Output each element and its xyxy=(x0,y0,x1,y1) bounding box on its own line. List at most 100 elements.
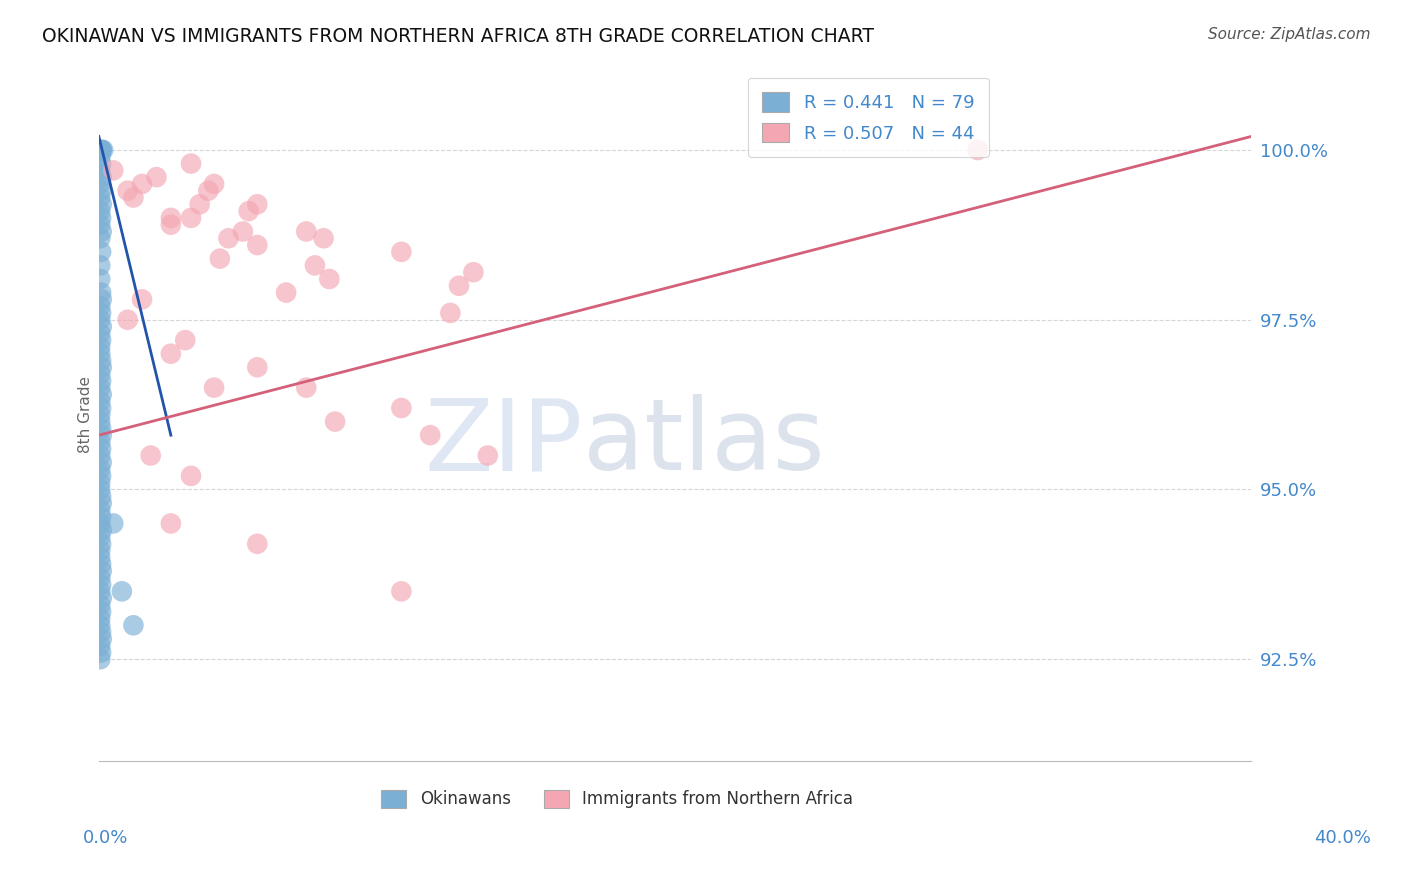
Point xyxy=(246,360,269,375)
Point xyxy=(89,312,111,326)
Point xyxy=(89,475,111,490)
Text: Source: ZipAtlas.com: Source: ZipAtlas.com xyxy=(1208,27,1371,42)
Point xyxy=(389,244,412,259)
Point xyxy=(145,170,167,185)
Point xyxy=(90,170,112,185)
Legend: Okinawans, Immigrants from Northern Africa: Okinawans, Immigrants from Northern Afri… xyxy=(375,783,860,815)
Point xyxy=(295,381,318,395)
Point xyxy=(439,306,461,320)
Text: atlas: atlas xyxy=(583,394,824,491)
Point xyxy=(160,218,183,232)
Point xyxy=(202,177,225,191)
Point xyxy=(89,367,111,381)
Point xyxy=(90,293,112,307)
Point xyxy=(89,598,111,612)
Point xyxy=(90,509,112,524)
Point xyxy=(89,639,111,653)
Point xyxy=(89,550,111,565)
Point xyxy=(89,272,111,286)
Point xyxy=(197,184,219,198)
Point xyxy=(90,632,112,646)
Point xyxy=(160,211,183,225)
Point xyxy=(232,225,254,239)
Point xyxy=(180,156,202,170)
Point xyxy=(90,537,112,551)
Point xyxy=(90,496,112,510)
Point xyxy=(89,204,111,219)
Point xyxy=(90,319,112,334)
Text: ZIP: ZIP xyxy=(425,394,583,491)
Point xyxy=(89,618,111,632)
Point xyxy=(90,591,112,606)
Point xyxy=(103,516,125,531)
Point xyxy=(131,177,153,191)
Point xyxy=(90,557,112,571)
Point xyxy=(389,584,412,599)
Point xyxy=(208,252,231,266)
Point xyxy=(89,143,111,157)
Point xyxy=(90,143,112,157)
Point xyxy=(246,197,269,211)
Point xyxy=(89,543,111,558)
Point xyxy=(90,625,112,640)
Point xyxy=(89,163,111,178)
Point xyxy=(238,204,260,219)
Point xyxy=(90,353,112,368)
Point xyxy=(90,428,112,442)
Point xyxy=(463,265,485,279)
Text: OKINAWAN VS IMMIGRANTS FROM NORTHERN AFRICA 8TH GRADE CORRELATION CHART: OKINAWAN VS IMMIGRANTS FROM NORTHERN AFR… xyxy=(42,27,875,45)
Point xyxy=(89,408,111,422)
Point xyxy=(89,652,111,666)
Point xyxy=(89,340,111,354)
Text: 0.0%: 0.0% xyxy=(83,829,128,847)
Point xyxy=(90,285,112,300)
Point xyxy=(90,421,112,435)
Point xyxy=(318,272,340,286)
Point xyxy=(89,381,111,395)
Point xyxy=(304,259,326,273)
Point xyxy=(89,394,111,409)
Point xyxy=(274,285,297,300)
Point xyxy=(447,278,470,293)
Point xyxy=(139,449,162,463)
Point xyxy=(117,312,139,326)
Point xyxy=(89,483,111,497)
Point xyxy=(90,469,112,483)
Point xyxy=(89,259,111,273)
Point xyxy=(89,415,111,429)
Point xyxy=(160,347,183,361)
Point xyxy=(89,299,111,313)
Point xyxy=(389,401,412,415)
Point xyxy=(122,618,145,632)
Point xyxy=(89,177,111,191)
Point xyxy=(90,605,112,619)
Point xyxy=(89,611,111,625)
Point xyxy=(295,225,318,239)
Point xyxy=(117,184,139,198)
Point xyxy=(90,197,112,211)
Point xyxy=(89,462,111,476)
Point xyxy=(90,455,112,469)
Point xyxy=(160,516,183,531)
Point xyxy=(90,225,112,239)
Point xyxy=(122,190,145,204)
Point xyxy=(89,503,111,517)
Point xyxy=(89,231,111,245)
Point xyxy=(477,449,499,463)
Point xyxy=(202,381,225,395)
Point xyxy=(90,306,112,320)
Point xyxy=(312,231,335,245)
Point xyxy=(90,360,112,375)
Point xyxy=(180,469,202,483)
Point xyxy=(90,374,112,388)
Point xyxy=(103,163,125,178)
Point xyxy=(188,197,211,211)
Point xyxy=(90,564,112,578)
Point xyxy=(90,523,112,537)
Point xyxy=(246,238,269,252)
Point xyxy=(89,516,111,531)
Point xyxy=(89,530,111,544)
Point xyxy=(90,143,112,157)
Point xyxy=(90,489,112,503)
Point xyxy=(111,584,134,599)
